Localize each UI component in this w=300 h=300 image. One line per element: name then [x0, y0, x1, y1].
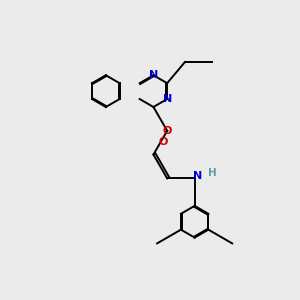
- Text: O: O: [163, 126, 172, 136]
- Text: N: N: [149, 70, 158, 80]
- Text: H: H: [208, 169, 217, 178]
- Text: N: N: [163, 94, 172, 104]
- Text: O: O: [159, 137, 168, 147]
- Text: N: N: [193, 171, 202, 182]
